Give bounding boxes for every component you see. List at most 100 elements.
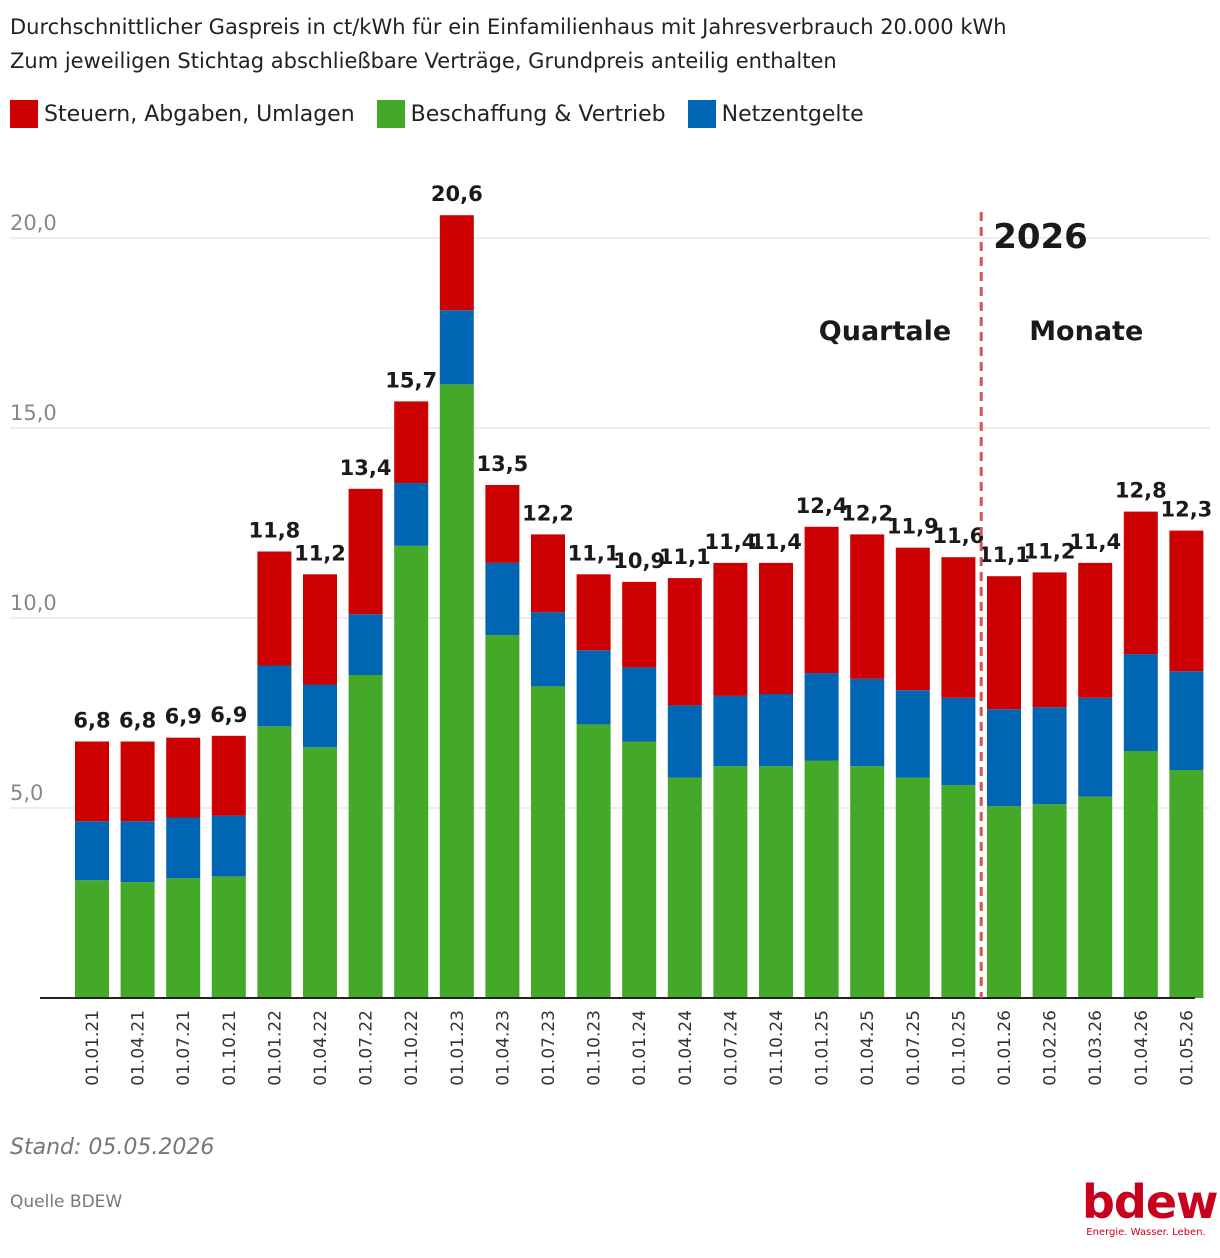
monate-annotation: Monate	[1029, 316, 1143, 347]
x-tick-label: 01.04.24	[676, 1010, 696, 1086]
stand-date: Stand: 05.05.2026	[10, 1135, 215, 1160]
bar-segment-procurement	[348, 675, 383, 998]
bar-total-label: 12,3	[1160, 498, 1212, 522]
bar-segment-procurement	[804, 760, 839, 998]
bar-segment-taxes	[759, 562, 793, 694]
bar-segment-procurement	[1169, 770, 1204, 998]
bar-segment-procurement	[895, 777, 930, 998]
bar-segment-procurement	[303, 747, 337, 998]
bar-segment-procurement	[439, 384, 474, 998]
x-tick-label: 01.04.22	[311, 1010, 331, 1086]
bar-segment-taxes	[713, 562, 748, 696]
source-note: Quelle BDEW	[10, 1192, 123, 1212]
bar-total-label: 11,1	[659, 545, 711, 569]
x-tick-label: 01.04.26	[1132, 1010, 1152, 1086]
bar-segment-taxes	[394, 401, 429, 484]
bar-segment-procurement	[576, 724, 611, 998]
bar-total-label: 11,8	[248, 519, 300, 543]
bar-total-label: 10,9	[613, 549, 665, 573]
bar-segment-procurement	[1123, 751, 1158, 998]
bar-segment-network	[941, 697, 976, 786]
x-tick-label: 01.10.21	[220, 1010, 240, 1086]
bar-segment-taxes	[1169, 530, 1204, 672]
bar-segment-network	[576, 650, 611, 725]
legend-swatch-procurement	[376, 100, 405, 128]
bar-segment-taxes	[804, 526, 839, 674]
bar-segment-procurement	[257, 726, 292, 998]
bar-segment-taxes	[166, 737, 201, 818]
bar-segment-taxes	[439, 215, 474, 311]
bar-total-label: 20,6	[431, 182, 483, 206]
bar-segment-procurement	[485, 635, 520, 998]
bar-segment-network	[987, 709, 1021, 807]
bar-segment-network	[713, 695, 748, 767]
bar-segment-taxes	[120, 741, 155, 822]
bar-segment-procurement	[713, 766, 748, 998]
bar-segment-network	[850, 678, 885, 767]
legend-swatch-network	[687, 100, 716, 128]
bar-total-label: 12,2	[522, 501, 574, 525]
bar-segment-network	[485, 562, 520, 636]
bar-segment-taxes	[303, 574, 337, 685]
bar-segment-taxes	[1032, 572, 1067, 708]
bar-segment-network	[1169, 671, 1204, 770]
bar-segment-procurement	[759, 766, 793, 998]
bar-segment-procurement	[1078, 796, 1113, 998]
bar-total-label: 12,4	[796, 494, 848, 518]
y-tick-label: 10,0	[10, 591, 57, 615]
bar-segment-network	[759, 694, 793, 767]
bar-segment-procurement	[166, 878, 201, 998]
bar-total-label: 11,6	[932, 524, 984, 548]
bar-total-label: 11,4	[750, 530, 802, 554]
bar-segment-network	[1123, 654, 1158, 751]
x-tick-label: 01.01.24	[630, 1010, 650, 1086]
x-tick-label: 01.04.23	[493, 1010, 513, 1086]
bar-total-label: 12,2	[841, 501, 893, 525]
x-tick-label: 01.07.21	[174, 1010, 194, 1086]
logo-tagline: Energie. Wasser. Leben.	[1086, 1227, 1206, 1238]
bar-segment-procurement	[622, 741, 657, 998]
y-tick-label: 15,0	[10, 401, 57, 425]
bar-segment-procurement	[394, 545, 429, 998]
x-tick-label: 01.01.23	[448, 1010, 468, 1086]
bar-total-label: 11,4	[1069, 530, 1121, 554]
legend-label-procurement: Beschaffung & Vertrieb	[410, 101, 666, 127]
bar-segment-network	[895, 690, 930, 778]
x-tick-label: 01.10.22	[402, 1010, 422, 1086]
bar-segment-taxes	[667, 578, 702, 706]
bar-segment-procurement	[120, 882, 155, 998]
x-tick-label: 01.01.21	[83, 1010, 103, 1086]
bar-segment-network	[257, 665, 292, 727]
x-tick-label: 01.07.25	[904, 1010, 924, 1086]
bar-segment-taxes	[257, 551, 292, 666]
bar-total-label: 6,9	[210, 703, 247, 727]
stacked-bar-chart: 5,0 10,0 15,0 20,0 6,8 01.01.21 6,8 01.04.21 6,9…	[10, 182, 1212, 1086]
bar-segment-taxes	[348, 488, 383, 615]
bar-segment-procurement	[531, 686, 565, 998]
bar-segment-taxes	[895, 547, 930, 691]
bar-segment-network	[166, 817, 201, 879]
bar-segment-taxes	[531, 534, 565, 613]
bar-segment-taxes	[1123, 511, 1158, 655]
bar-segment-taxes	[211, 735, 246, 816]
x-tick-label: 01.01.25	[813, 1010, 833, 1086]
bar-segment-taxes	[576, 574, 611, 651]
bar-segment-network	[120, 821, 155, 883]
bar-total-label: 6,9	[165, 705, 202, 729]
legend-item-procurement: Beschaffung & Vertrieb	[376, 100, 666, 128]
bar-segment-taxes	[1078, 562, 1113, 698]
bar-segment-network	[75, 821, 109, 881]
bar-segment-procurement	[1032, 804, 1067, 998]
bar-segment-network	[804, 673, 839, 761]
legend: Steuern, Abgaben, Umlagen Beschaffung & …	[10, 100, 886, 128]
x-tick-label: 01.01.26	[995, 1010, 1015, 1086]
bar-segment-network	[211, 815, 246, 877]
y-tick-label: 20,0	[10, 211, 57, 235]
bar-total-label: 6,8	[73, 709, 110, 733]
bar-segment-taxes	[987, 576, 1021, 710]
y-tick-label: 5,0	[10, 781, 43, 805]
legend-swatch-taxes	[10, 100, 38, 128]
bar-segment-taxes	[485, 485, 520, 563]
bar-segment-procurement	[211, 876, 246, 998]
year-annotation: 2026	[993, 217, 1088, 257]
